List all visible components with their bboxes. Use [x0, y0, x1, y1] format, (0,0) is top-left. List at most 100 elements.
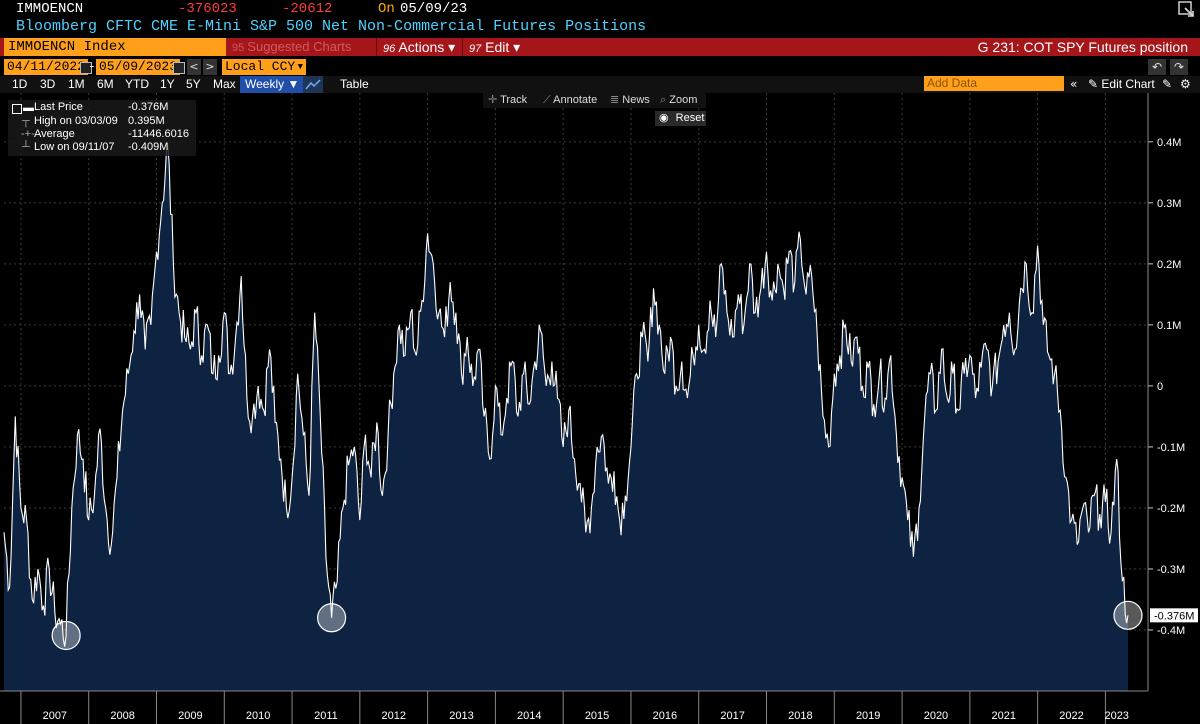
undo-icon[interactable]: ↶ [1148, 59, 1166, 75]
period-1m[interactable]: 1M [68, 77, 85, 91]
next-period-button[interactable]: > [203, 59, 217, 75]
collapse-icon[interactable]: « [1070, 77, 1078, 91]
security-input[interactable]: IMMOENCN Index [4, 38, 226, 56]
calendar-icon[interactable] [173, 62, 185, 74]
legend-last-label: Last Price [34, 101, 83, 113]
legend-low-value: -0.409M [128, 141, 169, 153]
page-title: Bloomberg CFTC CME E-Mini S&P 500 Net No… [16, 18, 647, 35]
x-tick-label: 2021 [991, 710, 1015, 722]
track-tool[interactable]: ✛ Track [488, 93, 527, 107]
series-area [4, 144, 1128, 691]
prev-period-button[interactable]: < [187, 59, 201, 75]
highlight-circle [316, 603, 347, 633]
net-change: -20612 [282, 1, 333, 17]
on-label: On [378, 1, 395, 17]
high-marker-icon: ┬ [22, 115, 30, 127]
x-tick-label: 2008 [110, 710, 134, 722]
table-button[interactable]: Table [340, 77, 369, 91]
y-tick-label: 0.2M [1157, 259, 1181, 271]
period-1d[interactable]: 1D [12, 77, 28, 91]
edit-chart-label: Edit Chart [1101, 77, 1155, 91]
suggested-charts-button[interactable]: 95 Suggested Charts [230, 38, 351, 56]
news-icon: ≣ [610, 94, 620, 106]
legend-high-label: High on 03/03/09 [34, 115, 118, 127]
chevron-down-icon: ▼ [287, 77, 300, 91]
x-tick-label: 2022 [1059, 710, 1083, 722]
y-tick-label: 0.1M [1157, 320, 1181, 332]
edit-chart-button[interactable]: ✎ Edit Chart [1088, 76, 1155, 93]
suggested-charts-number: 95 [232, 42, 248, 54]
legend-average-value: -11446.6016 [128, 128, 189, 140]
start-date-input[interactable]: 04/11/2022 [4, 59, 89, 75]
crosshair-icon: ✛ [488, 94, 498, 106]
x-tick-label: 2016 [653, 710, 677, 722]
as-of-date: 05/09/23 [400, 1, 468, 17]
chart-highlights [51, 600, 1143, 651]
x-tick-label: 2015 [585, 710, 609, 722]
highlight-circle [1113, 600, 1143, 630]
calendar-icon[interactable] [80, 62, 92, 74]
line-chart-icon[interactable] [303, 76, 323, 93]
settings-icon[interactable]: ⚙ [1180, 77, 1191, 91]
average-marker-icon: -+- [21, 128, 35, 140]
actions-menu-button[interactable]: 96 Actions ▾ [376, 38, 461, 56]
chart-area-fill [4, 144, 1128, 691]
line-draw-icon: ⟋ [543, 94, 551, 106]
frequency-value: Weekly [245, 77, 285, 91]
y-axis: 0.4M 0.3M 0.2M 0.1M 0 -0.1M -0.2M -0.3M -0.4M -0.… [1147, 93, 1198, 691]
legend-low-label: Low on 09/11/07 [34, 141, 115, 153]
y-tick-label: -0.4M [1157, 625, 1185, 637]
annotate-tool[interactable]: ⟋ Annotate [543, 93, 597, 107]
period-ytd[interactable]: YTD [125, 77, 149, 91]
currency-select[interactable]: Local CCY ▼ [222, 59, 306, 75]
x-tick-label: 2007 [43, 710, 67, 722]
chart-line [3, 144, 1129, 647]
currency-value: Local CCY [225, 59, 296, 74]
pencil-icon[interactable]: ✎ [1162, 77, 1173, 91]
news-label: News [622, 94, 650, 106]
edit-menu-button[interactable]: 97 Edit ▾ [462, 38, 526, 56]
y-tick-label: -0.1M [1157, 442, 1185, 454]
period-1y[interactable]: 1Y [160, 77, 175, 91]
y-tick-label: 0 [1157, 381, 1163, 393]
news-tool[interactable]: ≣ News [610, 93, 650, 107]
x-tick-label: 2011 [314, 710, 338, 722]
legend-average-label: Average [34, 128, 75, 140]
redo-icon[interactable]: ↷ [1170, 59, 1188, 75]
x-tick-label: 2019 [856, 710, 880, 722]
x-tick-label: 2017 [720, 710, 744, 722]
legend-last-value: -0.376M [128, 101, 169, 113]
magnifier-icon: ⌕ [660, 94, 667, 106]
reset-button[interactable]: ◉ Reset [655, 111, 706, 126]
add-data-input[interactable]: Add Data [924, 76, 1064, 91]
x-tick-label: 2012 [381, 710, 405, 722]
end-date-input[interactable]: 05/09/2023 [96, 59, 181, 75]
last-price-tag [1150, 608, 1198, 623]
command-bar [0, 38, 1200, 56]
x-tick-label: 2013 [449, 710, 473, 722]
y-tick-label: 0.3M [1157, 198, 1181, 210]
x-tick-label: 2014 [517, 710, 541, 722]
zoom-tool[interactable]: ⌕ Zoom [660, 93, 697, 107]
x-tick-label: 2018 [788, 710, 812, 722]
security-header-row: IMMOENCN -376023 -20612 On 05/09/23 [0, 0, 1200, 18]
period-3d[interactable]: 3D [40, 77, 56, 91]
y-tick-label: -0.3M [1157, 564, 1185, 576]
period-max[interactable]: Max [213, 77, 236, 91]
suggested-charts-label: Suggested Charts [247, 39, 352, 54]
legend-checkbox[interactable] [12, 104, 22, 114]
period-6m[interactable]: 6M [97, 77, 114, 91]
last-value: -376023 [178, 1, 237, 17]
date-separator: - [88, 59, 96, 74]
popout-icon[interactable] [1178, 1, 1194, 17]
pencil-icon: ✎ [1088, 77, 1099, 91]
actions-label: Actions ▾ [398, 39, 456, 55]
series-line[interactable] [3, 144, 1129, 647]
legend-high-value: 0.395M [128, 115, 165, 127]
highlight-circle [51, 620, 81, 651]
x-tick-label: 2020 [924, 710, 948, 722]
chart-area[interactable]: 0.4M 0.3M 0.2M 0.1M 0 -0.1M -0.2M -0.3M -0.4M -0.… [0, 93, 1200, 724]
period-5y[interactable]: 5Y [186, 77, 201, 91]
frequency-select[interactable]: Weekly ▼ [240, 76, 305, 93]
x-axis: 2007 2008 2009 2010 2011 2012 2013 2014 2015 2016… [0, 690, 1148, 724]
